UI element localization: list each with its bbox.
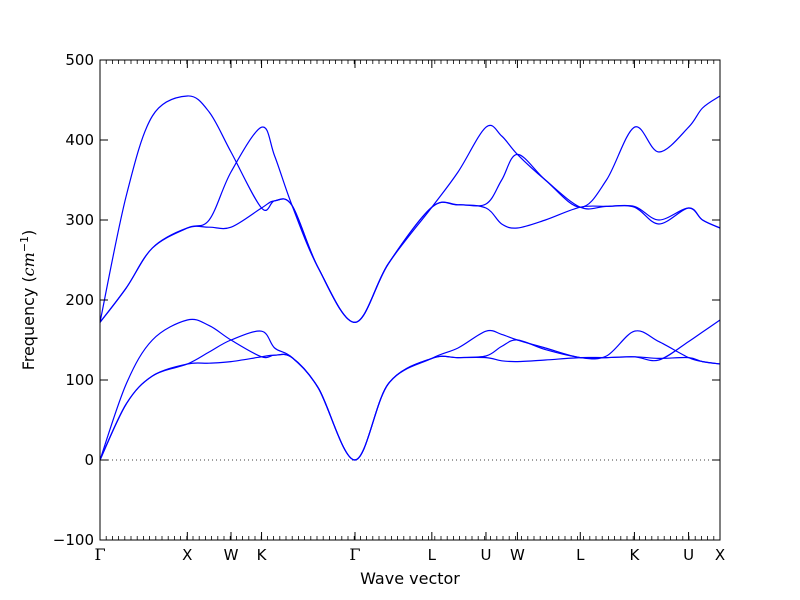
series-line-3: [99, 318, 721, 461]
y-tick-label: 100: [65, 371, 94, 389]
minor-ticks: [99, 60, 721, 540]
y-tick-label: 500: [65, 51, 94, 69]
series-line-5: [99, 95, 721, 324]
x-tick-label: Γ: [349, 545, 360, 564]
series-line-2: [99, 329, 721, 461]
x-tick-label: U: [480, 546, 491, 564]
plot-frame: [99, 59, 721, 541]
x-tick-label: K: [630, 546, 641, 564]
x-tick-label: Γ: [94, 545, 105, 564]
x-tick-label: K: [257, 546, 268, 564]
y-tick-label: 400: [65, 131, 94, 149]
x-tick-label: X: [715, 546, 725, 564]
y-axis-title-prefix: Frequency (: [19, 276, 38, 370]
y-axis-title-unit: cm: [19, 252, 38, 276]
y-axis-ticks: −100 0 100 200 300 400 500: [53, 51, 720, 549]
y-tick-label: −100: [53, 531, 94, 549]
x-tick-label: W: [224, 546, 239, 564]
x-tick-label: L: [428, 546, 437, 564]
y-axis-title: Frequency (cm−1): [18, 230, 39, 371]
plot-area: [99, 95, 721, 461]
series-line-4: [99, 198, 721, 324]
x-tick-label: U: [683, 546, 694, 564]
y-axis-title-exponent: −1: [18, 236, 31, 252]
series-line-1: [99, 353, 721, 461]
x-tick-label: X: [182, 546, 192, 564]
y-tick-label: 300: [65, 211, 94, 229]
x-axis-title: Wave vector: [360, 569, 460, 588]
y-tick-label: 0: [84, 451, 94, 469]
y-tick-label: 200: [65, 291, 94, 309]
y-axis-title-suffix: ): [19, 230, 38, 236]
x-tick-label: L: [576, 546, 585, 564]
series-line-6: [99, 95, 721, 324]
x-tick-label: W: [510, 546, 525, 564]
